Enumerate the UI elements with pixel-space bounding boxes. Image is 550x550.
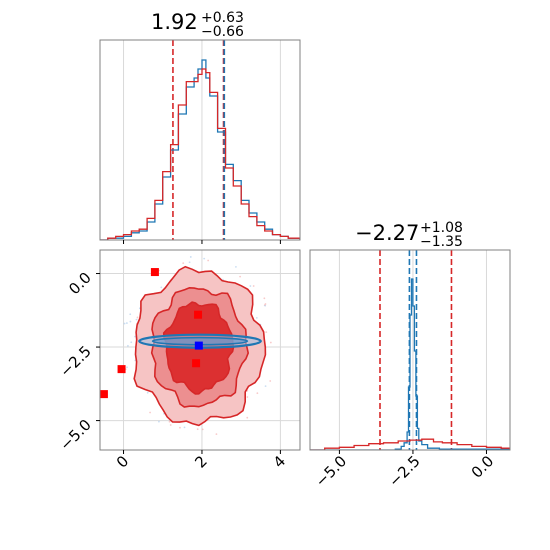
histogram-step-line: [310, 278, 510, 450]
panel-bottom-right: −5.0 −2.5 0.0 −2.27 +1.08 −1.35: [309, 220, 511, 491]
x-tick-label: 0: [113, 452, 132, 471]
y-tick-label: −5.0: [56, 416, 94, 454]
x-tick-label: 0.0: [468, 452, 498, 482]
sample-point: [149, 411, 151, 414]
sample-point: [188, 261, 191, 264]
sample-point: [264, 385, 267, 388]
histogram-series: [100, 59, 300, 240]
histogram-step-line: [100, 59, 300, 240]
sample-point: [203, 257, 206, 260]
sample-point: [160, 286, 163, 289]
bottom-right-title-plus: +1.08: [420, 220, 463, 236]
sample-point: [264, 303, 267, 305]
sample-point: [252, 285, 255, 287]
top-left-title-minus: −0.66: [201, 24, 244, 40]
red-square-marker: [117, 365, 126, 374]
tick-marks: [96, 273, 281, 454]
histogram-step-line: [100, 68, 300, 240]
sample-point: [189, 256, 192, 258]
sample-point: [255, 316, 258, 319]
sample-point: [215, 433, 218, 435]
sample-point: [169, 424, 172, 426]
x-tick-labels: 0 2 4: [113, 452, 289, 471]
tick-marks: [338, 450, 487, 454]
red-square-marker: [100, 390, 108, 399]
sample-point: [264, 304, 267, 307]
sample-point: [182, 262, 185, 265]
bottom-right-title-median: −2.27: [355, 221, 419, 245]
histogram-series: [310, 278, 510, 450]
y-tick-label: −2.5: [56, 342, 94, 380]
panel-bottom-left: 0 2 4 0.0 −2.5 −5.0: [56, 249, 301, 472]
sample-point: [201, 428, 204, 431]
sample-point: [246, 396, 249, 398]
sample-point: [127, 344, 129, 347]
x-tick-label: −5.0: [312, 452, 350, 490]
sample-point: [130, 341, 133, 344]
sample-point: [269, 341, 272, 344]
sample-point: [135, 318, 138, 321]
y-tick-label: 0.0: [65, 269, 95, 299]
x-tick-label: 2: [191, 452, 210, 471]
sample-point: [265, 331, 268, 334]
red-square-marker: [150, 268, 159, 277]
sample-point: [269, 380, 272, 382]
sample-point: [168, 420, 171, 423]
axes-frame: [309, 249, 511, 451]
x-tick-label: 4: [270, 452, 289, 471]
sample-point: [129, 313, 132, 316]
sample-point: [134, 335, 136, 338]
sample-point: [256, 392, 259, 395]
sample-point: [263, 297, 266, 300]
top-left-title-median: 1.92: [151, 10, 198, 34]
sample-point: [246, 416, 249, 419]
sample-point: [123, 322, 126, 325]
bottom-right-title-minus: −1.35: [420, 234, 463, 250]
top-left-title-plus: +0.63: [201, 10, 244, 26]
sample-point: [126, 366, 128, 369]
sample-point: [158, 420, 160, 423]
tick-marks: [123, 240, 281, 244]
x-tick-labels: −5.0 −2.5 0.0: [312, 452, 498, 490]
blue-square-marker: [194, 341, 203, 350]
panel-top-left: 1.92 +0.63 −0.66: [99, 10, 301, 244]
sample-point: [235, 265, 237, 268]
sample-point: [207, 259, 210, 262]
sample-point: [239, 275, 242, 278]
histogram-step-line: [310, 438, 510, 450]
sample-point: [125, 322, 128, 324]
red-square-marker: [194, 310, 203, 319]
red-square-marker: [192, 359, 201, 368]
sample-point: [179, 426, 181, 429]
sample-point: [136, 316, 139, 319]
y-tick-labels: 0.0 −2.5 −5.0: [56, 269, 94, 455]
sample-point: [146, 391, 149, 394]
sample-point: [196, 428, 199, 431]
axes-frame: [99, 249, 301, 451]
sample-point: [249, 285, 252, 287]
quantile-lines: [379, 250, 453, 450]
x-tick-label: −2.5: [385, 452, 423, 490]
quantile-lines: [172, 40, 226, 240]
sample-point: [183, 426, 186, 429]
sample-point: [129, 320, 132, 323]
axes-frame: [99, 39, 301, 241]
contour-content: [100, 256, 272, 435]
